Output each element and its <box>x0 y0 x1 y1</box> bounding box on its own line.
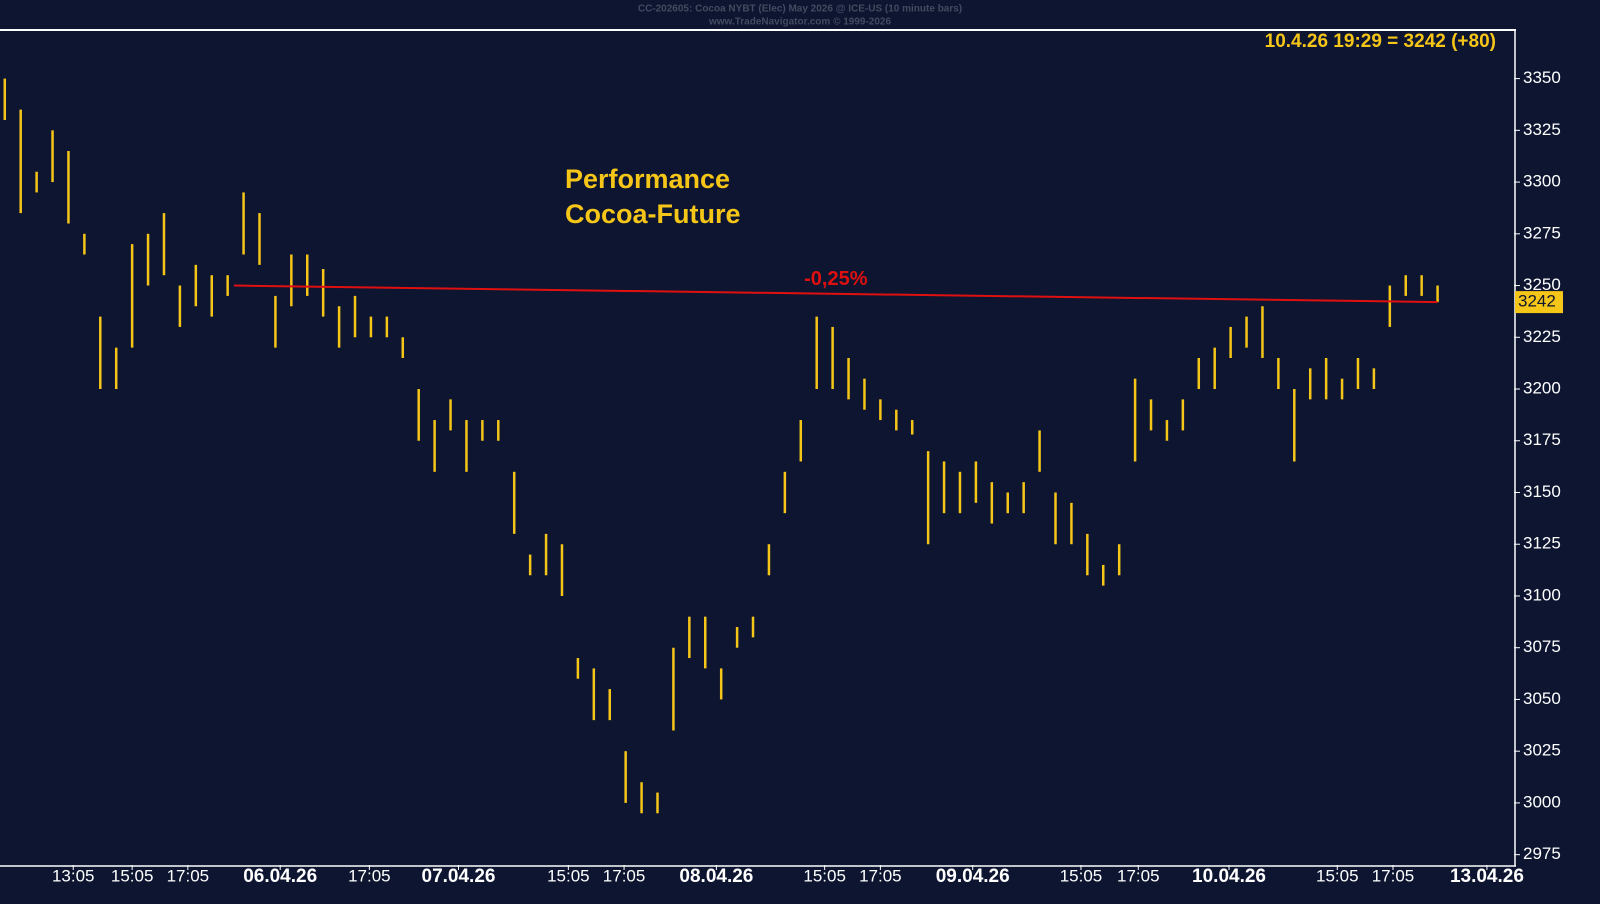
x-tick-label: 09.04.26 <box>936 866 1010 887</box>
x-tick-label: 17:05 <box>1117 866 1160 885</box>
y-tick-label: 3050 <box>1523 689 1561 708</box>
x-tick-label: 06.04.26 <box>243 866 317 887</box>
y-tick-label: 3250 <box>1523 275 1561 294</box>
reference-label: -0,25% <box>804 268 868 290</box>
reference-line <box>234 284 1438 304</box>
x-tick-label: 15:05 <box>111 866 154 885</box>
x-tick-label: 15:05 <box>803 866 846 885</box>
y-tick-label: 3300 <box>1523 172 1561 191</box>
x-tick-label: 15:05 <box>1316 866 1359 885</box>
x-tick-label: 17:05 <box>1372 866 1415 885</box>
y-tick-label: 3350 <box>1523 68 1561 87</box>
y-tick-label: 3325 <box>1523 120 1561 139</box>
x-tick-label: 13.04.26 <box>1450 866 1524 887</box>
x-tick-label: 08.04.26 <box>679 866 753 887</box>
x-tick-label: 17:05 <box>167 866 210 885</box>
x-tick-label: 07.04.26 <box>422 866 496 887</box>
x-tick-label: 10.04.26 <box>1192 866 1266 887</box>
x-tick-label: 13:05 <box>52 866 95 885</box>
y-tick-label: 3175 <box>1523 430 1561 449</box>
y-tick-label: 3100 <box>1523 585 1561 604</box>
x-tick-label: 15:05 <box>1060 866 1103 885</box>
price-marker-label: 3242 <box>1518 292 1556 311</box>
y-tick-label: 2975 <box>1523 844 1561 863</box>
chart-subtitle: www.TradeNavigator.com © 1999-2026 <box>708 17 892 28</box>
x-tick-label: 17:05 <box>348 866 391 885</box>
y-tick-label: 3075 <box>1523 637 1561 656</box>
x-tick-label: 15:05 <box>547 866 590 885</box>
chart-title: CC-202605: Cocoa NYBT (Elec) May 2026 @ … <box>638 4 962 15</box>
annotation: Cocoa-Future <box>565 199 741 229</box>
x-tick-label: 17:05 <box>603 866 646 885</box>
price-marker <box>1515 291 1563 314</box>
y-tick-label: 3025 <box>1523 741 1561 760</box>
annotation: Performance <box>565 164 730 194</box>
y-tick-label: 3275 <box>1523 223 1561 242</box>
y-tick-label: 3000 <box>1523 792 1561 811</box>
y-tick-label: 3125 <box>1523 534 1561 553</box>
last-quote: 10.4.26 19:29 = 3242 (+80) <box>1265 31 1496 52</box>
y-tick-label: 3225 <box>1523 327 1561 346</box>
y-tick-label: 3150 <box>1523 482 1561 501</box>
y-tick-label: 3200 <box>1523 379 1561 398</box>
x-tick-label: 17:05 <box>859 866 902 885</box>
